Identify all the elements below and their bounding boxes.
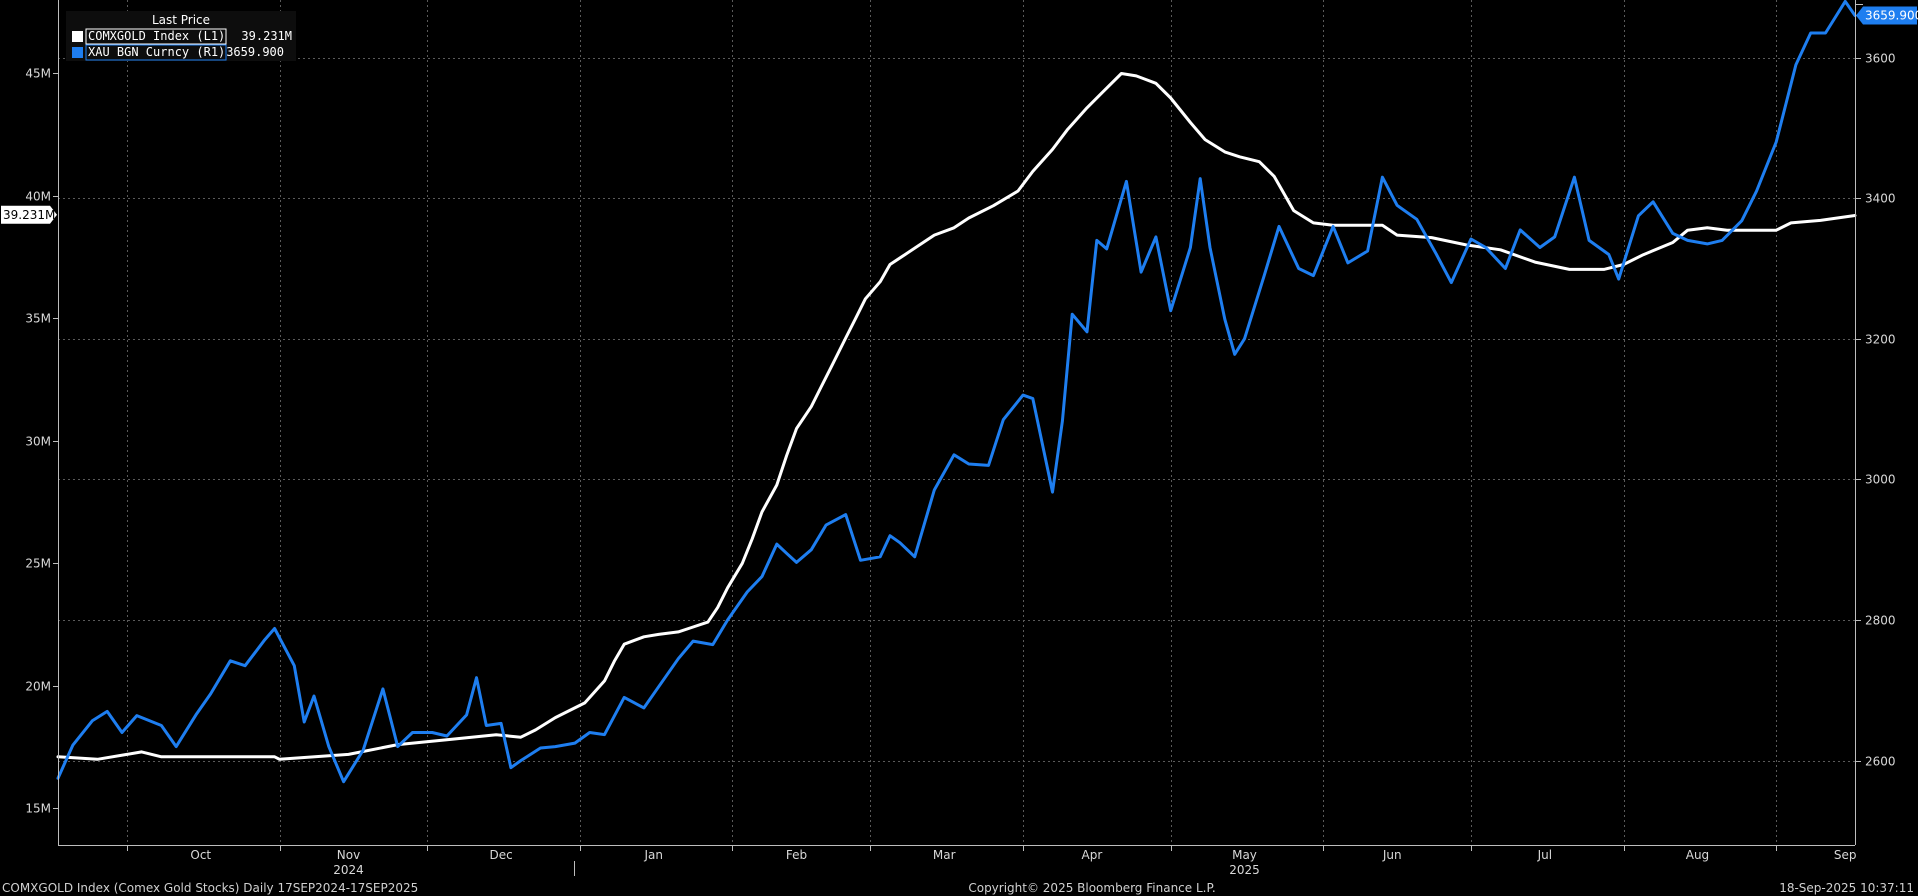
month-label-aug: Aug (1686, 848, 1709, 862)
month-label-mar: Mar (933, 848, 956, 862)
left-tick-label-1: 20M (25, 680, 51, 694)
right-tick-label-5: 3600 (1865, 52, 1896, 66)
last-value-tags: 39.231M 3659.900 (1, 6, 1918, 224)
last-value-tag-left-text: 39.231M (3, 208, 55, 222)
month-label-may: May (1232, 848, 1257, 862)
series-line-comxgold (56, 72, 1857, 761)
last-value-tag-right-text: 3659.900 (1865, 9, 1918, 23)
month-label-sep: Sep (1834, 848, 1857, 862)
month-label-jul: Jul (1537, 848, 1552, 862)
grid-lines (58, 0, 1855, 845)
month-label-dec: Dec (489, 848, 512, 862)
left-tick-label-0: 15M (25, 802, 51, 816)
legend-label-box-comxgold (85, 28, 227, 45)
legend-label-comxgold: COMXGOLD Index (L1) (88, 29, 225, 43)
left-tick-label-4: 35M (25, 312, 51, 326)
footer-timestamp: 18-Sep-2025 10:37:11 (1779, 881, 1914, 895)
legend-label-box-xau (85, 44, 227, 61)
legend-header: Last Price (152, 13, 210, 27)
legend[interactable]: Last Price COMXGOLD Index (L1) 39.231M X… (66, 11, 296, 61)
axes: 15M 20M 25M 30M 35M 40M 45M 2600 2800 3000 3200 340… (25, 0, 1896, 877)
series-layer (56, 0, 1857, 784)
year-label-2025: 2025 (1229, 863, 1260, 877)
year-label-2024: 2024 (333, 863, 364, 877)
left-tick-label-6: 45M (25, 67, 51, 81)
month-label-jan: Jan (643, 848, 663, 862)
month-label-feb: Feb (786, 848, 807, 862)
right-tick-label-2: 3000 (1865, 473, 1896, 487)
month-label-apr: Apr (1082, 848, 1103, 862)
legend-swatch-comxgold (72, 31, 83, 42)
last-value-tag-left (1, 205, 57, 224)
right-tick-label-1: 2800 (1865, 614, 1896, 628)
legend-swatch-xau (72, 47, 83, 58)
left-tick-label-2: 25M (25, 557, 51, 571)
legend-label-xau: XAU BGN Curncy (R1) (88, 45, 225, 59)
legend-background (66, 11, 296, 61)
month-label-jun: Jun (1382, 848, 1402, 862)
month-label-oct: Oct (190, 848, 211, 862)
left-tick-label-5: 40M (25, 190, 51, 204)
left-tick-label-3: 30M (25, 435, 51, 449)
right-tick-label-3: 3200 (1865, 333, 1896, 347)
footer-security-description: COMXGOLD Index (Comex Gold Stocks) Daily… (2, 881, 418, 895)
legend-value-xau: 3659.900 (226, 45, 284, 59)
legend-value-comxgold: 39.231M (241, 29, 292, 43)
footer-copyright: Copyright© 2025 Bloomberg Finance L.P. (968, 881, 1215, 895)
footer: COMXGOLD Index (Comex Gold Stocks) Daily… (2, 881, 1914, 895)
right-tick-label-4: 3400 (1865, 192, 1896, 206)
series-line-xau (56, 0, 1857, 784)
last-value-tag-right (1856, 6, 1917, 25)
right-tick-label-0: 2600 (1865, 755, 1896, 769)
month-label-nov: Nov (337, 848, 360, 862)
